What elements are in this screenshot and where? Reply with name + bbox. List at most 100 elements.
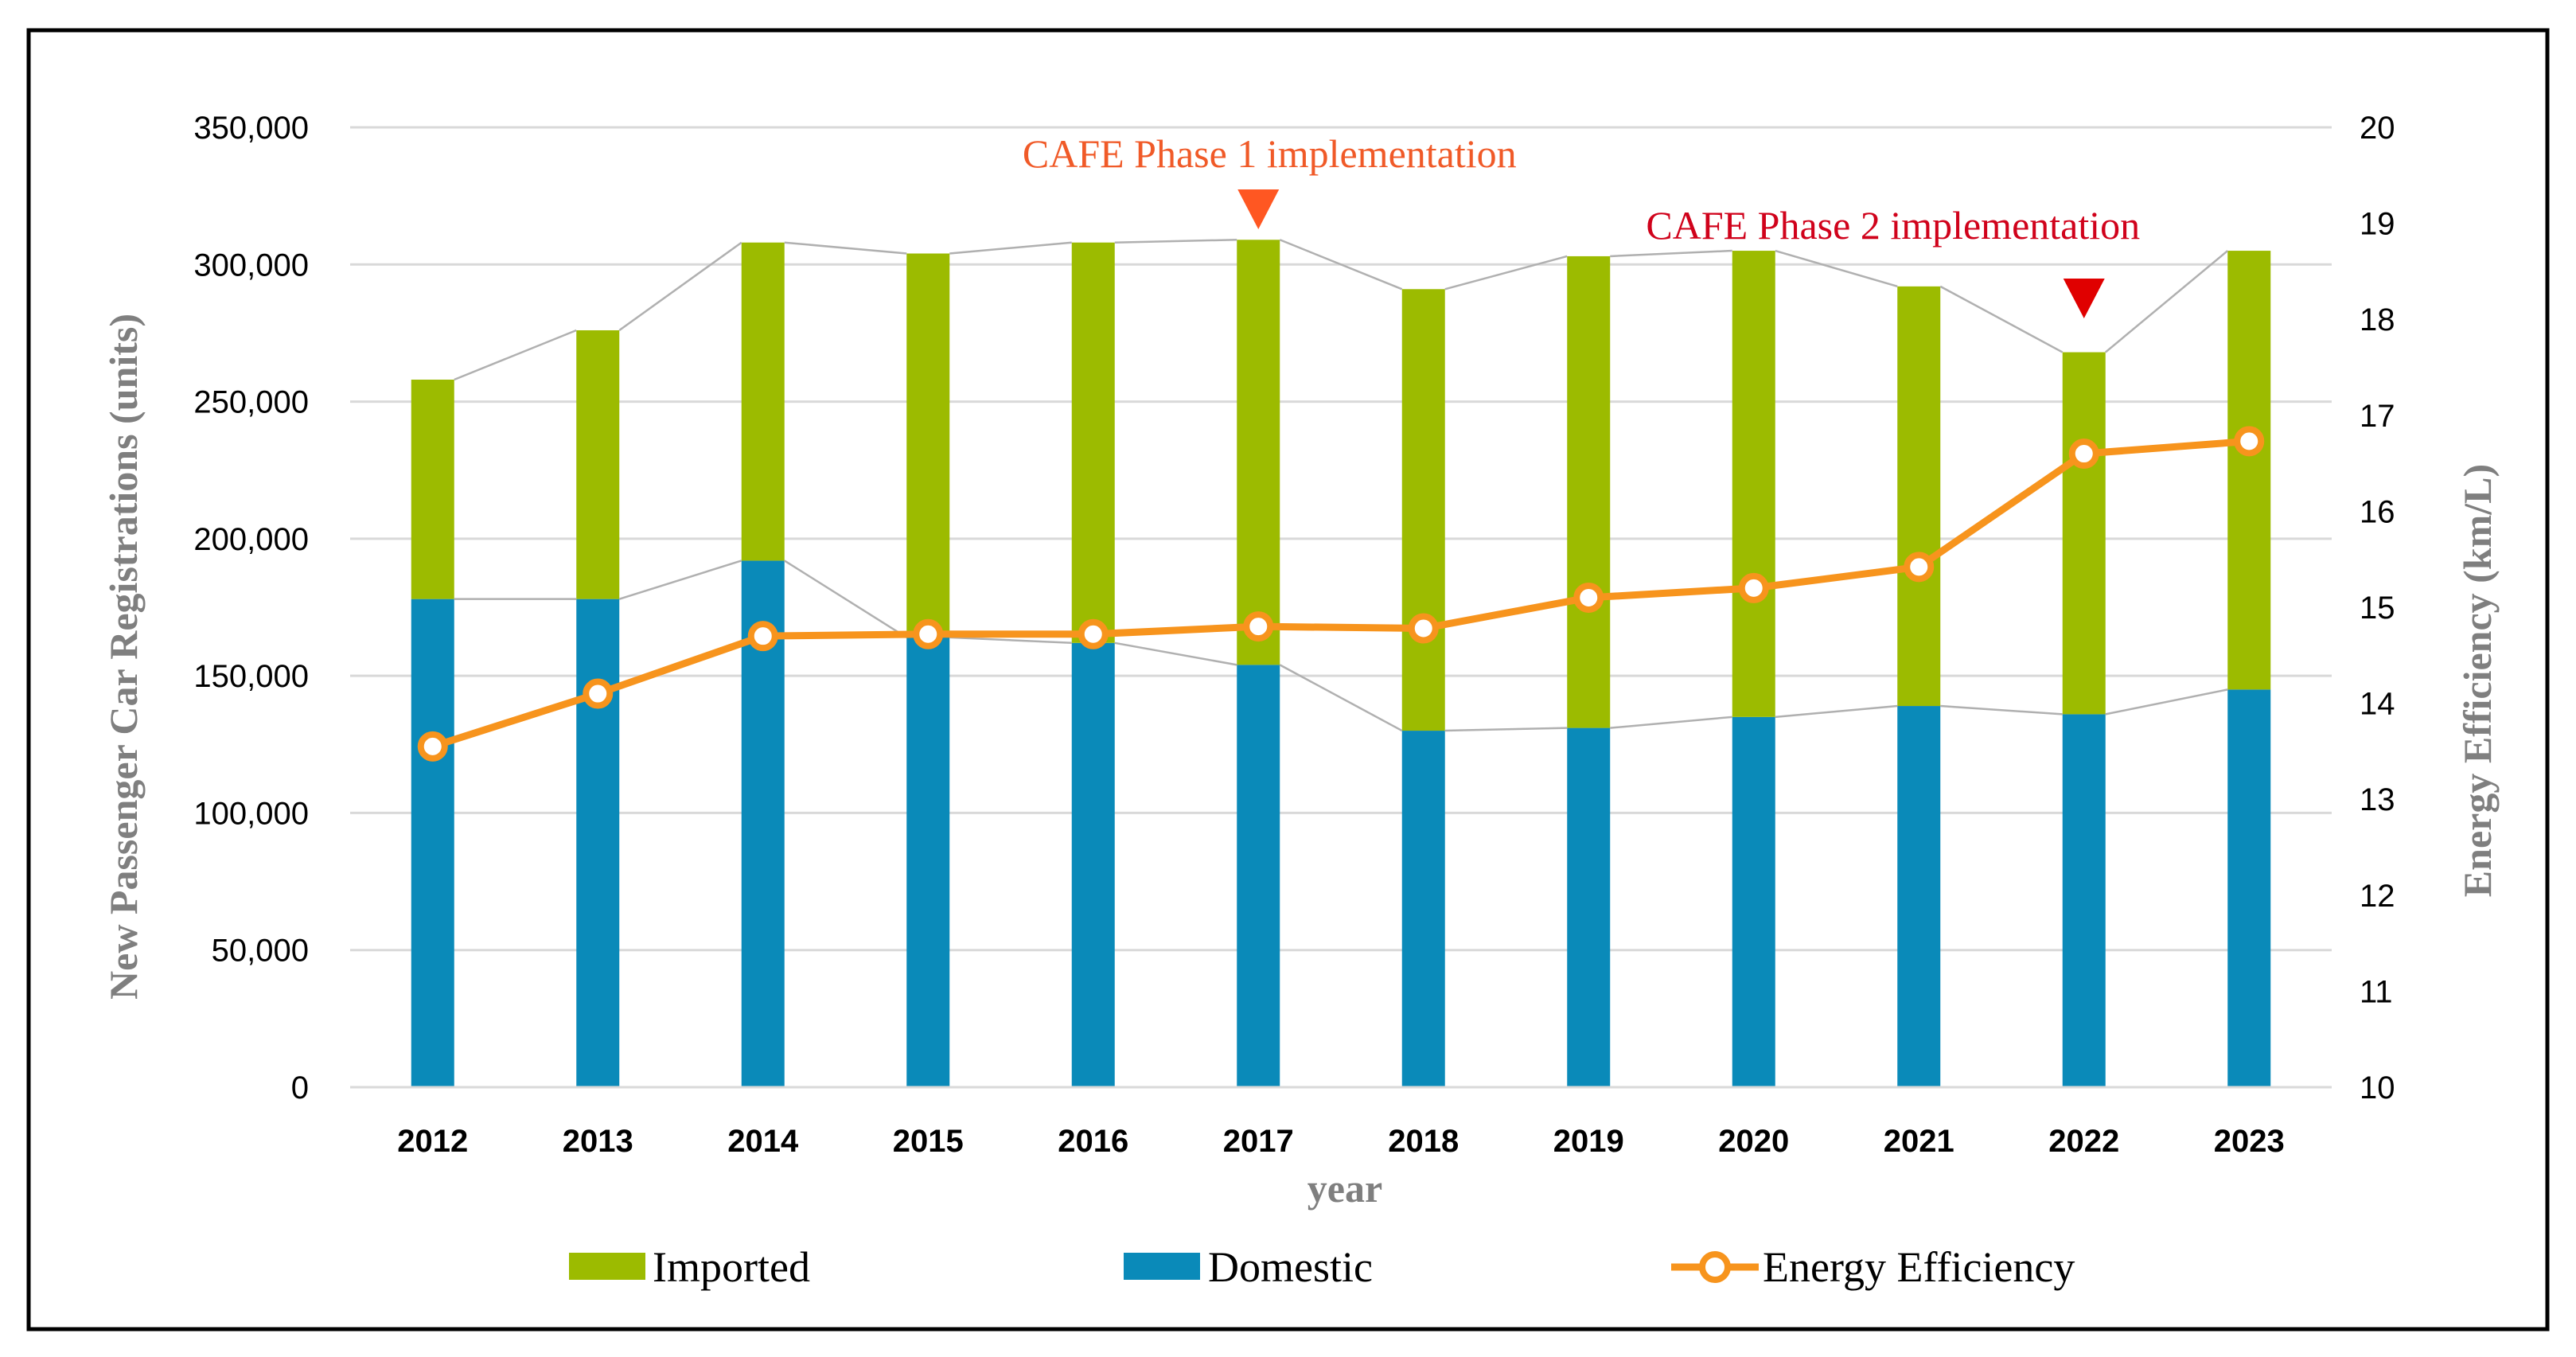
energy-efficiency-point[interactable]	[2068, 439, 2099, 470]
connector-total	[1279, 239, 1403, 291]
y2-tick-label: 15	[2360, 591, 2395, 626]
bar-imported[interactable]	[741, 242, 785, 561]
annotation-marker	[2063, 279, 2105, 318]
legend-swatch-domestic	[1124, 1253, 1200, 1280]
energy-efficiency-point[interactable]	[2234, 426, 2265, 457]
x-tick-label: 2019	[1553, 1124, 1624, 1159]
x-tick-label: 2014	[727, 1124, 799, 1159]
energy-efficiency-point[interactable]	[1408, 613, 1439, 644]
y2-tick-label: 18	[2360, 302, 2395, 337]
y-tick-label: 0	[291, 1070, 309, 1105]
energy-efficiency-polyline	[431, 437, 2250, 751]
bar-imported[interactable]	[906, 253, 950, 638]
y-tick-label: 100,000	[193, 796, 309, 831]
x-tick-label: 2021	[1884, 1124, 1954, 1159]
energy-efficiency-point[interactable]	[747, 621, 778, 652]
annotations: CAFE Phase 1 implementation CAFE Phase 2 …	[1023, 131, 2140, 318]
x-tick-label: 2017	[1223, 1124, 1294, 1159]
y2-tick-label: 13	[2360, 782, 2395, 817]
connector-total	[2104, 250, 2229, 353]
y-tick-label: 350,000	[193, 111, 309, 146]
connector-total	[1939, 285, 2064, 353]
y2-tick-label: 20	[2360, 111, 2395, 146]
connector-domestic	[784, 560, 907, 638]
x-tick-label: 2013	[563, 1124, 633, 1159]
legend-item-domestic[interactable]: Domestic	[1124, 1243, 1373, 1291]
bar-domestic[interactable]	[411, 599, 454, 1087]
connector-total	[949, 241, 1072, 255]
connector-domestic	[2105, 688, 2228, 716]
y2-tick-label: 19	[2360, 207, 2395, 242]
bar-imported[interactable]	[576, 330, 620, 599]
bar-domestic[interactable]	[1732, 716, 1775, 1087]
connector-domestic	[1114, 641, 1237, 666]
connector-total	[618, 241, 742, 331]
connector-total	[1114, 239, 1237, 244]
energy-efficiency-line	[417, 426, 2265, 762]
energy-efficiency-point[interactable]	[583, 678, 614, 709]
legend-label-imported: Imported	[653, 1243, 810, 1291]
bar-domestic[interactable]	[906, 637, 950, 1087]
bar-imported[interactable]	[1897, 286, 1941, 707]
y-tick-label: 250,000	[193, 385, 309, 420]
bar-imported[interactable]	[1732, 251, 1775, 717]
bar-imported[interactable]	[1237, 240, 1280, 665]
y2-tick-label: 12	[2360, 879, 2395, 914]
x-tick-labels: 2012 2013 2014 2015 2016 2017 2018 2019 2020 2021…	[397, 1124, 2284, 1159]
bar-domestic[interactable]	[1237, 665, 1280, 1087]
x-tick-label: 2022	[2048, 1124, 2119, 1159]
connector-total	[784, 241, 907, 255]
bar-domestic[interactable]	[1071, 642, 1115, 1087]
series-connectors	[454, 239, 2229, 732]
bar-imported[interactable]	[1071, 242, 1115, 643]
x-tick-label: 2012	[397, 1124, 468, 1159]
connector-total	[1610, 249, 1732, 258]
bar-domestic[interactable]	[2227, 689, 2271, 1087]
connector-domestic	[1279, 664, 1403, 732]
bar-imported[interactable]	[2227, 251, 2271, 690]
bar-imported[interactable]	[411, 380, 454, 599]
energy-efficiency-point[interactable]	[1904, 552, 1935, 583]
energy-efficiency-point[interactable]	[913, 618, 944, 649]
connector-domestic	[1610, 716, 1732, 729]
y-tick-label: 50,000	[212, 934, 309, 969]
legend-swatch-imported	[569, 1253, 645, 1280]
x-tick-label: 2020	[1718, 1124, 1789, 1159]
y2-tick-label: 16	[2360, 494, 2395, 529]
y-tick-labels: 0 50,000 100,000 150,000 200,000 250,000 300,0…	[193, 111, 309, 1105]
y2-tick-label: 14	[2360, 687, 2395, 722]
annotation-marker	[1237, 189, 1280, 229]
energy-efficiency-point[interactable]	[1738, 572, 1769, 603]
bar-imported[interactable]	[2062, 352, 2106, 715]
bar-domestic[interactable]	[1567, 727, 1611, 1087]
energy-efficiency-point[interactable]	[417, 731, 448, 762]
energy-efficiency-point[interactable]	[1243, 611, 1274, 642]
y2-tick-labels: 10 11 12 13 14 15 16 17 18 19 20	[2360, 111, 2395, 1105]
connector-total	[1775, 249, 1898, 288]
bar-domestic[interactable]	[1897, 706, 1941, 1087]
legend-marker-energy-efficiency	[1699, 1251, 1731, 1283]
bar-domestic[interactable]	[576, 599, 620, 1087]
connector-domestic	[1775, 704, 1898, 719]
bar-domestic[interactable]	[1401, 731, 1445, 1087]
y-tick-label: 300,000	[193, 248, 309, 283]
y-axis-title: New Passenger Car Registrations (units)	[101, 314, 146, 1000]
annotation-label: CAFE Phase 2 implementation	[1646, 203, 2140, 248]
y2-tick-label: 17	[2360, 399, 2395, 434]
connector-domestic	[1444, 727, 1568, 732]
x-tick-label: 2023	[2214, 1124, 2285, 1159]
bar-imported[interactable]	[1567, 255, 1611, 728]
energy-efficiency-point[interactable]	[1078, 618, 1109, 649]
bar-imported[interactable]	[1401, 289, 1445, 731]
bar-domestic[interactable]	[2062, 714, 2106, 1087]
legend-item-imported[interactable]: Imported	[569, 1243, 810, 1291]
connector-total	[1444, 255, 1568, 291]
y2-tick-label: 10	[2360, 1070, 2395, 1105]
energy-efficiency-point[interactable]	[1573, 582, 1604, 613]
y2-tick-label: 11	[2360, 974, 2393, 1009]
legend-label-domestic: Domestic	[1208, 1243, 1373, 1291]
legend-item-energy-efficiency[interactable]: Energy Efficiency	[1671, 1243, 2075, 1291]
x-tick-label: 2016	[1058, 1124, 1128, 1159]
